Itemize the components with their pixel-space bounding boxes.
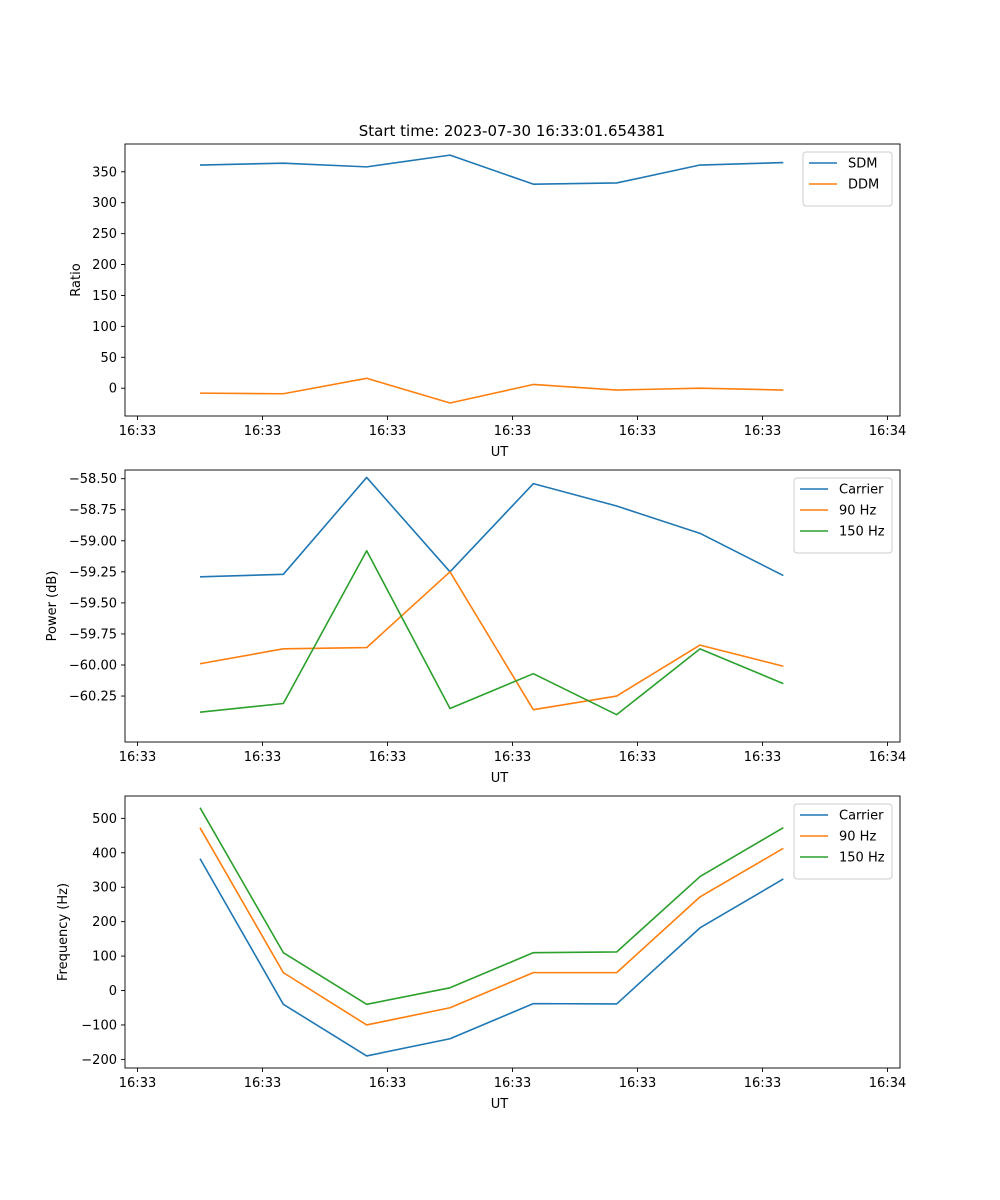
series-line-carrier [199,476,784,578]
panel-2: 16:33 16:33 16:33 16:33 16:33 16:33 16:34 −60.2… [45,469,906,786]
legend: SDM DDM [802,151,893,207]
y-tick-label: 0 [109,382,117,397]
y-tick-label: −58.50 [69,472,117,487]
x-tick-label: 16:33 [119,424,156,439]
series-line-150-hz [199,549,784,716]
legend-box [793,477,893,554]
legend-label: 150 Hz [839,525,885,540]
legend-label: 90 Hz [839,830,876,845]
panels: 16:33 16:33 16:33 16:33 16:33 16:33 16:34 0 50 10… [45,143,906,1112]
y-tick-label: 200 [92,258,117,273]
legend-label: DDM [848,178,879,193]
y-tick-label: 200 [92,915,117,930]
legend-label: 150 Hz [839,851,885,866]
series-line-90-hz [199,827,784,1026]
legend-box [802,151,893,207]
y-tick-label: 300 [92,881,117,896]
series-line-sdm [199,154,784,185]
x-axis-label: UT [491,445,509,460]
panel-3: 16:33 16:33 16:33 16:33 16:33 16:33 16:34 −200 −… [56,795,906,1112]
legend-label: Carrier [839,809,884,824]
x-tick-label: 16:33 [369,1076,406,1091]
series-line-90-hz [199,571,784,711]
legend: Carrier 90 Hz 150 Hz [793,803,893,880]
x-tick-label: 16:33 [244,424,281,439]
legend-label: SDM [848,157,877,172]
y-tick-label: −59.25 [69,565,117,580]
x-tick-label: 16:33 [119,750,156,765]
y-tick-label: 400 [92,846,117,861]
x-tick-label: 16:33 [744,1076,781,1091]
y-tick-label: −60.25 [69,690,117,705]
x-axis-label: UT [491,1097,509,1112]
legend-label: 90 Hz [839,504,876,519]
y-tick-label: 50 [100,351,117,366]
x-tick-label: 16:33 [119,1076,156,1091]
y-axis-label: Power (dB) [45,571,60,642]
legend-label: Carrier [839,483,884,498]
x-tick-label: 16:34 [869,750,906,765]
x-tick-label: 16:33 [744,750,781,765]
y-tick-label: −59.75 [69,627,117,642]
y-tick-label: 250 [92,227,117,242]
y-tick-label: −59.50 [69,596,117,611]
y-tick-label: 150 [92,289,117,304]
x-axis-label: UT [491,771,509,786]
x-tick-label: 16:33 [369,424,406,439]
y-tick-label: 300 [92,196,117,211]
y-tick-label: −58.75 [69,503,117,518]
y-axis-label: Ratio [69,263,84,296]
panel-1: 16:33 16:33 16:33 16:33 16:33 16:33 16:34 0 50 10… [69,143,906,460]
legend: Carrier 90 Hz 150 Hz [793,477,893,554]
y-tick-label: −100 [81,1018,117,1033]
y-tick-label: −200 [81,1053,117,1068]
x-tick-label: 16:33 [244,1076,281,1091]
series-line-ddm [199,377,784,404]
series-line-150-hz [199,807,784,1006]
x-tick-label: 16:34 [869,424,906,439]
x-tick-label: 16:33 [494,750,531,765]
y-tick-label: 500 [92,812,117,827]
x-tick-label: 16:33 [369,750,406,765]
x-tick-label: 16:33 [494,1076,531,1091]
x-tick-label: 16:33 [619,424,656,439]
y-tick-label: −60.00 [69,658,117,673]
y-tick-label: 100 [92,950,117,965]
x-tick-label: 16:33 [744,424,781,439]
y-tick-label: 100 [92,320,117,335]
figure-title: Start time: 2023-07-30 16:33:01.654381 [359,122,665,140]
x-tick-label: 16:33 [244,750,281,765]
x-tick-label: 16:33 [619,750,656,765]
y-tick-label: 350 [92,165,117,180]
y-tick-label: −59.00 [69,534,117,549]
x-tick-label: 16:33 [619,1076,656,1091]
x-tick-label: 16:34 [869,1076,906,1091]
y-axis-label: Frequency (Hz) [56,883,71,981]
legend-box [793,803,893,880]
x-tick-label: 16:33 [494,424,531,439]
y-tick-label: 0 [109,984,117,999]
series-line-carrier [199,858,784,1057]
